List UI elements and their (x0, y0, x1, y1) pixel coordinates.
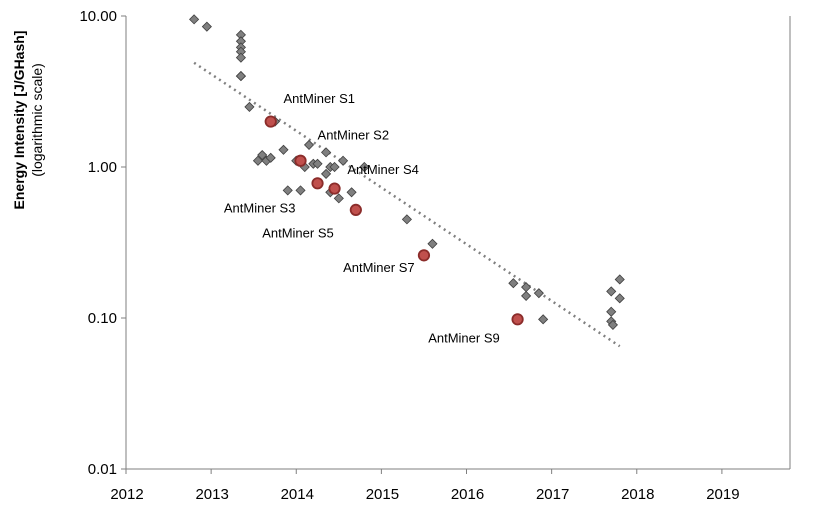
y-tick-label: 0.10 (88, 310, 117, 327)
diamond-point (329, 161, 340, 173)
diamond-point (614, 293, 625, 304)
annotations: AntMiner S1 AntMiner S2 AntMiner S3 AntMine… (224, 91, 500, 345)
y-axis-label-sub: (logarithmic scale) (29, 63, 45, 177)
diamond-point (235, 71, 246, 82)
diamond-point (320, 147, 332, 158)
x-tick-label: 2016 (451, 486, 484, 503)
x-tick-label: 2018 (621, 486, 654, 503)
annotation-label: AntMiner S5 (262, 226, 334, 241)
antminer-point (264, 115, 277, 128)
annotation-label: AntMiner S4 (347, 162, 419, 177)
y-ticks: 0.01 0.10 1.00 10.00 (79, 8, 126, 478)
diamond-point (607, 319, 618, 330)
diamond-point (201, 21, 212, 32)
diamond-point (252, 155, 264, 166)
diamond-point (244, 101, 255, 112)
diamond-point (295, 185, 306, 196)
diamond-point (257, 149, 268, 161)
diamond-point (303, 139, 315, 151)
diamond-point (338, 155, 349, 166)
diamond-point (278, 144, 289, 155)
diamond-point (427, 238, 438, 249)
annotation-label: AntMiner S2 (318, 128, 390, 143)
data-points (189, 14, 625, 330)
diamond-point (359, 161, 370, 173)
diamond-point (508, 278, 519, 289)
antminer-point (417, 249, 431, 262)
annotation-label: AntMiner S9 (428, 330, 500, 345)
x-tick-label: 2019 (706, 486, 739, 503)
antminer-point (511, 313, 524, 326)
diamond-point (333, 193, 344, 204)
x-tick-label: 2017 (536, 486, 569, 503)
annotation-label: AntMiner S1 (283, 91, 355, 106)
antminer-point (311, 177, 324, 190)
x-ticks: 2012 2013 2014 2015 2016 2017 2018 2019 (110, 469, 740, 503)
diamond-point (189, 14, 200, 25)
x-tick-label: 2015 (366, 486, 399, 503)
diamond-point (312, 158, 323, 169)
antminer-point (349, 203, 362, 216)
y-tick-label: 0.01 (88, 461, 117, 478)
annotation-label: AntMiner S3 (224, 200, 296, 215)
antminer-point (294, 154, 307, 167)
diamond-point (346, 187, 357, 198)
diamond-point (521, 282, 532, 293)
diamond-point (320, 168, 332, 179)
diamond-point (235, 52, 246, 63)
x-tick-label: 2014 (281, 486, 314, 503)
annotation-label: AntMiner S7 (343, 260, 415, 275)
y-tick-label: 1.00 (88, 159, 117, 176)
y-axis-label-main: Energy Intensity [J/GHash] (11, 31, 27, 210)
diamond-point (401, 214, 412, 225)
diamond-point (606, 286, 617, 297)
diamond-point (538, 314, 549, 325)
y-axis-label: Energy Intensity [J/GHash] (logarithmic … (11, 31, 45, 210)
diamond-point (606, 306, 617, 317)
x-tick-label: 2012 (110, 486, 143, 503)
axes (125, 16, 791, 470)
antminer-point (328, 182, 341, 195)
diamond-point (614, 274, 625, 285)
diamond-point (282, 185, 293, 196)
diamond-point (521, 290, 532, 302)
trendline (193, 61, 621, 348)
x-tick-label: 2013 (195, 486, 228, 503)
diamond-point (265, 152, 276, 163)
diamond-point (533, 288, 544, 299)
y-tick-label: 10.00 (79, 8, 117, 25)
